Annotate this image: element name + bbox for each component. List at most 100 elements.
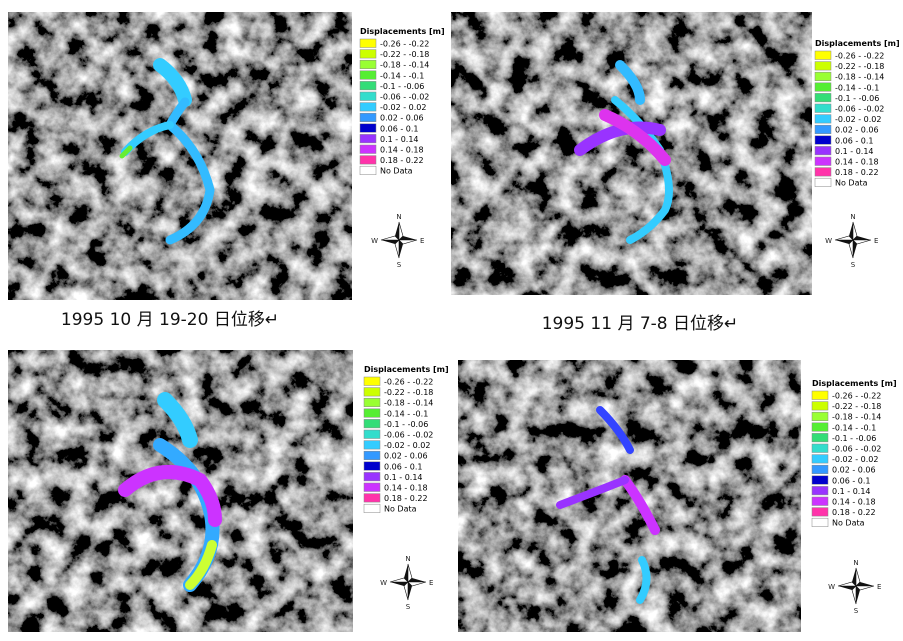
legend-label: 0.18 - 0.22 xyxy=(380,156,424,165)
legend-swatch xyxy=(359,38,377,48)
compass-e: E xyxy=(420,237,424,245)
compass-s: S xyxy=(851,261,856,269)
glacier xyxy=(164,97,215,245)
legend: Displacements [m] -0.26 - -0.22-0.22 - -0… xyxy=(359,27,445,176)
glacier xyxy=(599,109,671,166)
legend-label: -0.22 - -0.18 xyxy=(384,388,433,397)
legend-title: Displacements [m] xyxy=(360,27,445,36)
satellite-image xyxy=(451,12,812,295)
legend: Displacements [m] -0.26 - -0.22-0.22 - -0… xyxy=(811,379,897,528)
legend-label: -0.18 - -0.14 xyxy=(384,399,433,408)
glacier xyxy=(119,145,133,159)
legend-swatch xyxy=(814,156,832,166)
glacier xyxy=(596,406,634,454)
legend-swatch xyxy=(811,517,829,527)
compass-n: N xyxy=(850,213,855,221)
legend: Displacements [m] -0.26 - -0.22-0.22 - -0… xyxy=(363,365,449,514)
legend-label: 0.06 - 0.1 xyxy=(384,462,423,471)
legend-label: 0.14 - 0.18 xyxy=(832,498,876,507)
legend-label: -0.14 - -0.1 xyxy=(832,423,876,432)
legend-label: -0.26 - -0.22 xyxy=(832,392,881,401)
legend-swatch xyxy=(359,144,377,154)
legend-label: 0.14 - 0.18 xyxy=(384,484,428,493)
legend-swatch xyxy=(811,401,829,411)
glacier xyxy=(574,121,666,156)
compass-s: S xyxy=(397,261,402,269)
legend-label: 0.02 - 0.06 xyxy=(832,466,876,475)
legend-label: -0.14 - -0.1 xyxy=(835,83,879,92)
legend-swatch xyxy=(814,114,832,124)
legend-label: -0.1 - -0.06 xyxy=(835,94,879,103)
legend-swatch xyxy=(814,103,832,113)
legend-swatch xyxy=(359,165,377,175)
legend-label: 0.02 - 0.06 xyxy=(380,114,424,123)
legend-swatch xyxy=(814,82,832,92)
compass-w: W xyxy=(825,237,832,245)
satellite-images xyxy=(8,12,812,632)
legend-swatch xyxy=(811,411,829,421)
legend-label: 0.1 - 0.14 xyxy=(832,487,871,496)
legend-label: 0.1 - 0.14 xyxy=(835,147,874,156)
legend-swatch xyxy=(359,81,377,91)
legend-swatch xyxy=(359,102,377,112)
compass-rose: N S W E xyxy=(825,213,878,269)
legend-swatch xyxy=(814,50,832,60)
legend-swatch xyxy=(814,61,832,71)
legend-label: -0.18 - -0.14 xyxy=(832,413,881,422)
legend-swatch xyxy=(811,443,829,453)
legend-label: 0.1 - 0.14 xyxy=(380,135,419,144)
legend-swatch xyxy=(363,429,381,439)
legend-swatch xyxy=(359,112,377,122)
legend-swatch xyxy=(363,387,381,397)
legend-title: Displacements [m] xyxy=(815,39,900,48)
legend-label: -0.1 - -0.06 xyxy=(384,420,428,429)
legend-label: -0.14 - -0.1 xyxy=(384,409,428,418)
legend-label: -0.26 - -0.22 xyxy=(380,40,429,49)
legend-swatch xyxy=(811,390,829,400)
legend-swatch xyxy=(814,146,832,156)
legend-label: 0.18 - 0.22 xyxy=(832,508,876,517)
legend-swatch xyxy=(363,482,381,492)
legend-swatch xyxy=(814,71,832,81)
glacier xyxy=(157,392,198,448)
glacier xyxy=(636,556,651,604)
legend-swatch xyxy=(359,70,377,80)
compass-s: S xyxy=(854,607,859,615)
legend-label: -0.18 - -0.14 xyxy=(380,61,429,70)
legend-swatch xyxy=(359,59,377,69)
legend-label: -0.02 - 0.02 xyxy=(832,455,878,464)
legend-label: -0.26 - -0.22 xyxy=(835,52,884,61)
legend-label: No Data xyxy=(832,519,865,528)
legend-label: 0.02 - 0.06 xyxy=(384,452,428,461)
compass-s: S xyxy=(406,603,411,611)
compass-star xyxy=(837,567,875,605)
legend-swatch xyxy=(811,507,829,517)
legend-label: -0.22 - -0.18 xyxy=(835,62,884,71)
compass-w: W xyxy=(371,237,378,245)
legend-swatch xyxy=(814,93,832,103)
legend-label: No Data xyxy=(384,505,417,514)
legend: Displacements [m] -0.26 - -0.22-0.22 - -0… xyxy=(814,39,900,188)
legend-swatch xyxy=(814,167,832,177)
legend-swatch xyxy=(363,493,381,503)
legend-label: 0.06 - 0.1 xyxy=(832,476,871,485)
compass-w: W xyxy=(828,583,835,591)
legend-swatch xyxy=(359,123,377,133)
satellite-image xyxy=(458,360,801,632)
legend-swatch xyxy=(811,486,829,496)
compass-rose: N S W E xyxy=(371,213,424,269)
legend-swatch xyxy=(811,422,829,432)
legend-swatch xyxy=(363,472,381,482)
legend-swatch xyxy=(811,454,829,464)
legend-label: 0.14 - 0.18 xyxy=(835,158,879,167)
legend-label: -0.22 - -0.18 xyxy=(380,50,429,59)
compass-n: N xyxy=(853,559,858,567)
legend-swatch xyxy=(811,475,829,485)
legend-label: -0.22 - -0.18 xyxy=(832,402,881,411)
legend-label: -0.06 - -0.02 xyxy=(832,445,881,454)
legend-swatch xyxy=(359,91,377,101)
legend-label: 0.06 - 0.1 xyxy=(835,136,874,145)
compass-n: N xyxy=(396,213,401,221)
legend-label: -0.18 - -0.14 xyxy=(835,73,884,82)
